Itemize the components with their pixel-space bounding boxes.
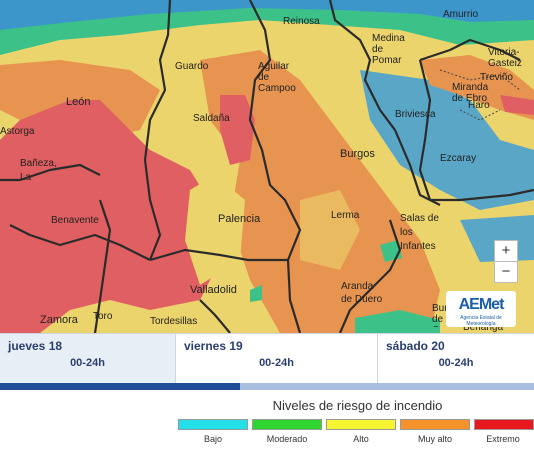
city-trevino: Treviño: [480, 72, 513, 83]
city-lerma: Lerma: [331, 210, 360, 221]
day-slot: 00-24h: [70, 357, 105, 369]
day-selector: jueves 18 00-24h viernes 19 00-24h sábad…: [0, 333, 534, 384]
legend-swatch-alto: [326, 419, 396, 430]
city-aranda-de-duero: Aranda de Duero: [341, 281, 383, 305]
city-baneza-la: Bañeza, La: [20, 158, 57, 183]
day-name: sábado 20: [386, 339, 445, 353]
city-guardo: Guardo: [175, 61, 209, 72]
legend-label-moderado: Moderado: [266, 434, 308, 444]
legend-swatch-extremo: [474, 419, 534, 430]
fire-risk-map[interactable]: Reinosa Amurrio Medina de Pomar Vitoria-…: [0, 0, 534, 333]
city-leon: León: [66, 96, 91, 108]
day-tab-saturday[interactable]: sábado 20 00-24h: [378, 334, 534, 384]
legend-label-extremo: Extremo: [486, 434, 520, 444]
aemet-logo-mark: AEMet: [458, 296, 505, 313]
zoom-in-button[interactable]: +: [494, 240, 518, 262]
city-reinosa: Reinosa: [283, 16, 320, 27]
city-saldana: Saldaña: [193, 113, 230, 124]
timeline-bar[interactable]: [0, 383, 534, 390]
city-tordesillas: Tordesillas: [150, 316, 198, 327]
aemet-logo[interactable]: AEMet Agencia Estatal de Meteorología: [446, 291, 516, 327]
city-benavente: Benavente: [51, 215, 99, 226]
legend-label-alto: Alto: [353, 434, 369, 444]
city-valladolid: Valladolid: [190, 284, 237, 296]
legend-label-muy-alto: Muy alto: [417, 434, 452, 444]
city-burgos: Burgos: [340, 148, 375, 160]
city-medina-de-pomar: Medina de Pomar: [372, 33, 405, 66]
city-palencia: Palencia: [218, 213, 261, 225]
legend-swatch-muy-alto: [400, 419, 470, 430]
day-tab-friday[interactable]: viernes 19 00-24h: [176, 334, 378, 384]
legend-swatch-bajo: [178, 419, 248, 430]
city-berlanga: Berlanga: [463, 322, 504, 333]
day-name: viernes 19: [184, 339, 243, 353]
city-haro: Haro: [468, 100, 490, 111]
day-name: jueves 18: [8, 339, 63, 353]
legend-title: Niveles de riesgo de incendio: [272, 398, 443, 413]
zoom-out-button[interactable]: −: [494, 261, 518, 283]
city-astorga: Astorga: [0, 126, 35, 137]
aemet-logo-subtitle: Agencia Estatal de Meteorología: [460, 315, 502, 327]
city-salas-de-los-infantes: Salas de los Infantes: [400, 213, 439, 252]
timeline-progress: [0, 383, 241, 390]
day-slot: 00-24h: [259, 357, 294, 369]
city-miranda-de-ebro: Miranda de Ebro: [452, 82, 489, 104]
city-ezcaray: Ezcaray: [440, 153, 477, 164]
legend-label-bajo: Bajo: [203, 434, 222, 444]
city-aguilar-de-campoo: Aguilar de Campoo: [258, 61, 296, 94]
city-zamora: Zamora: [40, 314, 78, 326]
legend-swatch-moderado: [252, 419, 322, 430]
city-vitoria-gasteiz: Vitoria-Gasteiz: [488, 47, 522, 69]
city-toro: Toro: [93, 311, 113, 322]
day-slot: 00-24h: [438, 357, 474, 369]
city-amurrio: Amurrio: [443, 9, 479, 20]
day-tab-thursday[interactable]: jueves 18 00-24h: [0, 334, 176, 384]
city-briviesca: Briviesca: [395, 109, 436, 120]
city-burgo-de-osma: Burgo de Osma: [432, 303, 452, 327]
risk-areas: [0, 0, 534, 333]
